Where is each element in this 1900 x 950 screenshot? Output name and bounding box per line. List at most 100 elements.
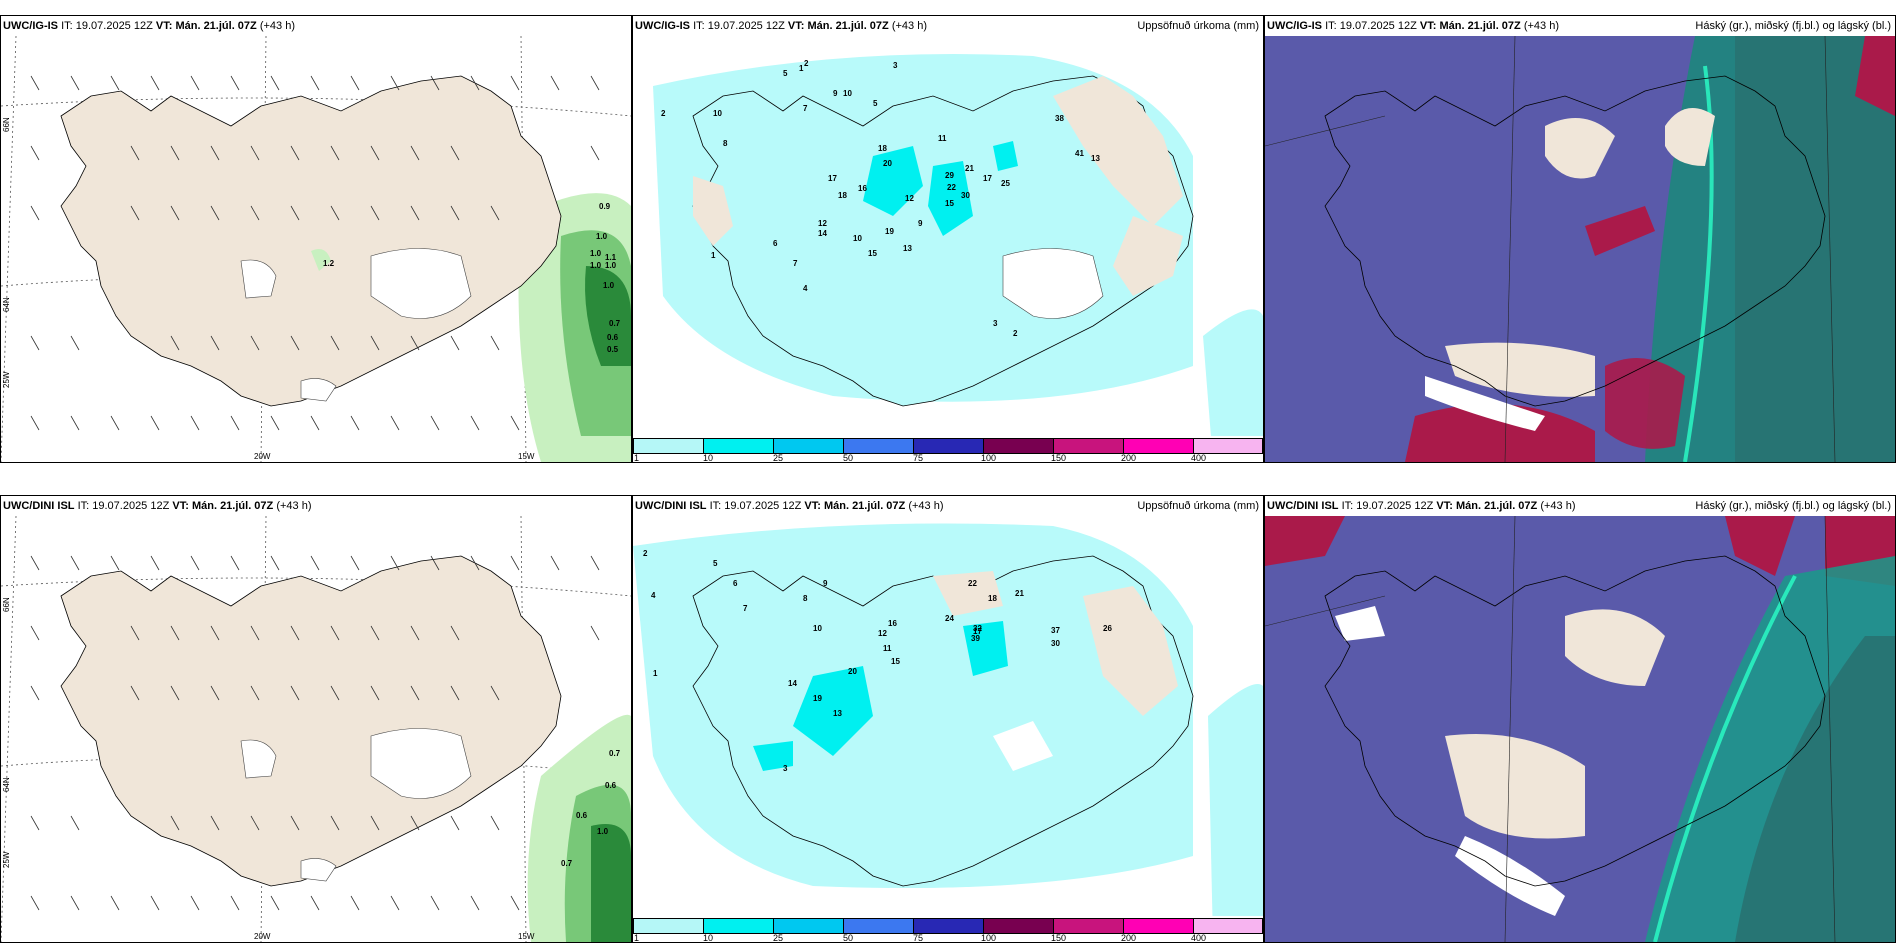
svg-text:18: 18 — [878, 144, 887, 153]
colorbar-swatch — [913, 918, 985, 934]
map-precip[interactable]: 1 5 2 3 2 9 10 5 7 10 8 18 20 16 17 18 2… — [633, 36, 1263, 462]
wind-value: 1.1 — [605, 253, 617, 262]
svg-text:15: 15 — [891, 657, 900, 666]
product-title: Háský (gr.), miðský (fj.bl.) og lágský (… — [1695, 20, 1891, 32]
svg-text:19: 19 — [813, 694, 822, 703]
lat-label: 66N — [2, 117, 11, 132]
wind-value: 0.7 — [561, 859, 573, 868]
wind-value: 1.0 — [596, 232, 608, 241]
svg-text:30: 30 — [961, 191, 970, 200]
panel-dini-precip: UWC/DINI ISL IT: 19.07.2025 12Z VT: Mán.… — [632, 495, 1264, 943]
model-name: UWC/IG-IS — [3, 20, 58, 32]
valid-time: Mán. 21.júl. 07Z — [1455, 500, 1538, 512]
svg-text:16: 16 — [858, 184, 867, 193]
colorbar-swatch — [843, 438, 915, 454]
panel-header: UWC/DINI ISL IT: 19.07.2025 12Z VT: Mán.… — [1, 496, 631, 516]
colorbar-tick: 150 — [1051, 933, 1067, 943]
colorbar: 1 10 25 50 75 100 150 200 400 — [633, 916, 1263, 942]
map-wind[interactable]: 0.9 1.0 1.0 1.0 1.0 1.1 1.0 0.7 0.6 0.5 … — [1, 36, 631, 462]
wind-value: 0.7 — [609, 319, 621, 328]
map-cloud[interactable] — [1265, 516, 1895, 942]
lead-time: (+43 h) — [259, 20, 295, 32]
svg-text:29: 29 — [945, 171, 954, 180]
colorbar-tick: 100 — [981, 933, 997, 943]
wind-value: 1.0 — [597, 827, 609, 836]
lead-time: (+43 h) — [1540, 500, 1576, 512]
colorbar-swatch — [983, 438, 1055, 454]
svg-text:10: 10 — [713, 109, 722, 118]
panel-ig-precip: UWC/IG-IS IT: 19.07.2025 12Z VT: Mán. 21… — [632, 15, 1264, 463]
colorbar-tick: 25 — [773, 453, 784, 463]
map-precip[interactable]: 2 4 5 6 7 8 9 10 12 11 14 16 17 18 20 21… — [633, 516, 1263, 942]
product-title: Uppsöfnuð úrkoma (mm) — [1137, 20, 1259, 32]
svg-text:30: 30 — [1051, 639, 1060, 648]
colorbar-tick: 1 — [634, 453, 640, 463]
svg-text:8: 8 — [803, 594, 808, 603]
valid-time: Mán. 21.júl. 07Z — [191, 500, 274, 512]
valid-time: Mán. 21.júl. 07Z — [1439, 20, 1521, 32]
svg-text:5: 5 — [713, 559, 718, 568]
svg-text:10: 10 — [813, 624, 822, 633]
panel-ig-cloud: UWC/IG-IS IT: 19.07.2025 12Z VT: Mán. 21… — [1264, 15, 1896, 463]
svg-text:9: 9 — [823, 579, 828, 588]
valid-time: Mán. 21.júl. 07Z — [823, 500, 906, 512]
svg-text:6: 6 — [733, 579, 738, 588]
model-name: UWC/IG-IS — [1267, 20, 1322, 32]
init-time: 19.07.2025 12Z — [1339, 20, 1417, 32]
colorbar-swatch — [773, 918, 845, 934]
svg-text:21: 21 — [965, 164, 974, 173]
valid-time: Mán. 21.júl. 07Z — [175, 20, 257, 32]
panel-dini-wind: UWC/DINI ISL IT: 19.07.2025 12Z VT: Mán.… — [0, 495, 632, 943]
svg-text:3: 3 — [783, 764, 788, 773]
model-name: UWC/DINI ISL — [635, 500, 707, 512]
svg-text:6: 6 — [773, 239, 778, 248]
model-name: UWC/DINI ISL — [1267, 500, 1339, 512]
wind-value: 0.6 — [607, 333, 619, 342]
svg-text:2: 2 — [1013, 329, 1018, 338]
colorbar-swatch — [1123, 438, 1195, 454]
svg-text:41: 41 — [1075, 149, 1084, 158]
wind-value: 1.0 — [603, 281, 615, 290]
svg-text:22: 22 — [947, 183, 956, 192]
svg-text:1: 1 — [711, 251, 716, 260]
colorbar-swatch — [843, 918, 915, 934]
svg-text:1: 1 — [799, 64, 804, 73]
lon-label: 20W — [254, 452, 271, 461]
lon-label: 20W — [254, 932, 271, 941]
svg-text:32: 32 — [973, 624, 982, 633]
svg-text:5: 5 — [783, 69, 788, 78]
wind-value: 0.5 — [607, 345, 619, 354]
svg-text:3: 3 — [993, 319, 998, 328]
svg-text:13: 13 — [1091, 154, 1100, 163]
svg-text:26: 26 — [1103, 624, 1112, 633]
svg-text:4: 4 — [803, 284, 808, 293]
svg-text:1: 1 — [653, 669, 658, 678]
svg-text:39: 39 — [971, 634, 980, 643]
model-name: UWC/IG-IS — [635, 20, 690, 32]
colorbar-tick: 75 — [913, 933, 924, 943]
colorbar-tick: 50 — [843, 453, 854, 463]
colorbar-tick: 50 — [843, 933, 854, 943]
panel-header: UWC/IG-IS IT: 19.07.2025 12Z VT: Mán. 21… — [633, 16, 1263, 36]
lead-time: (+43 h) — [276, 500, 312, 512]
colorbar-tick: 75 — [913, 453, 924, 463]
svg-text:24: 24 — [945, 614, 954, 623]
svg-text:7: 7 — [793, 259, 798, 268]
init-time: 19.07.2025 12Z — [75, 20, 153, 32]
svg-text:14: 14 — [818, 229, 827, 238]
wind-value: 1.0 — [590, 261, 602, 270]
map-wind[interactable]: 0.7 0.6 0.6 1.0 0.7 66N 64N 25W 20W 15W — [1, 516, 631, 942]
svg-text:22: 22 — [968, 579, 977, 588]
product-title: Háský (gr.), miðský (fj.bl.) og lágský (… — [1695, 500, 1891, 512]
panel-header: UWC/IG-IS IT: 19.07.2025 12Z VT: Mán. 21… — [1, 16, 631, 36]
panel-header: UWC/DINI ISL IT: 19.07.2025 12Z VT: Mán.… — [1265, 496, 1895, 516]
svg-text:21: 21 — [1015, 589, 1024, 598]
lead-time: (+43 h) — [908, 500, 944, 512]
colorbar-swatch — [633, 438, 705, 454]
svg-text:15: 15 — [945, 199, 954, 208]
map-cloud[interactable] — [1265, 36, 1895, 462]
svg-text:2: 2 — [804, 59, 809, 68]
svg-text:38: 38 — [1055, 114, 1064, 123]
colorbar-swatch — [983, 918, 1055, 934]
svg-text:4: 4 — [651, 591, 656, 600]
